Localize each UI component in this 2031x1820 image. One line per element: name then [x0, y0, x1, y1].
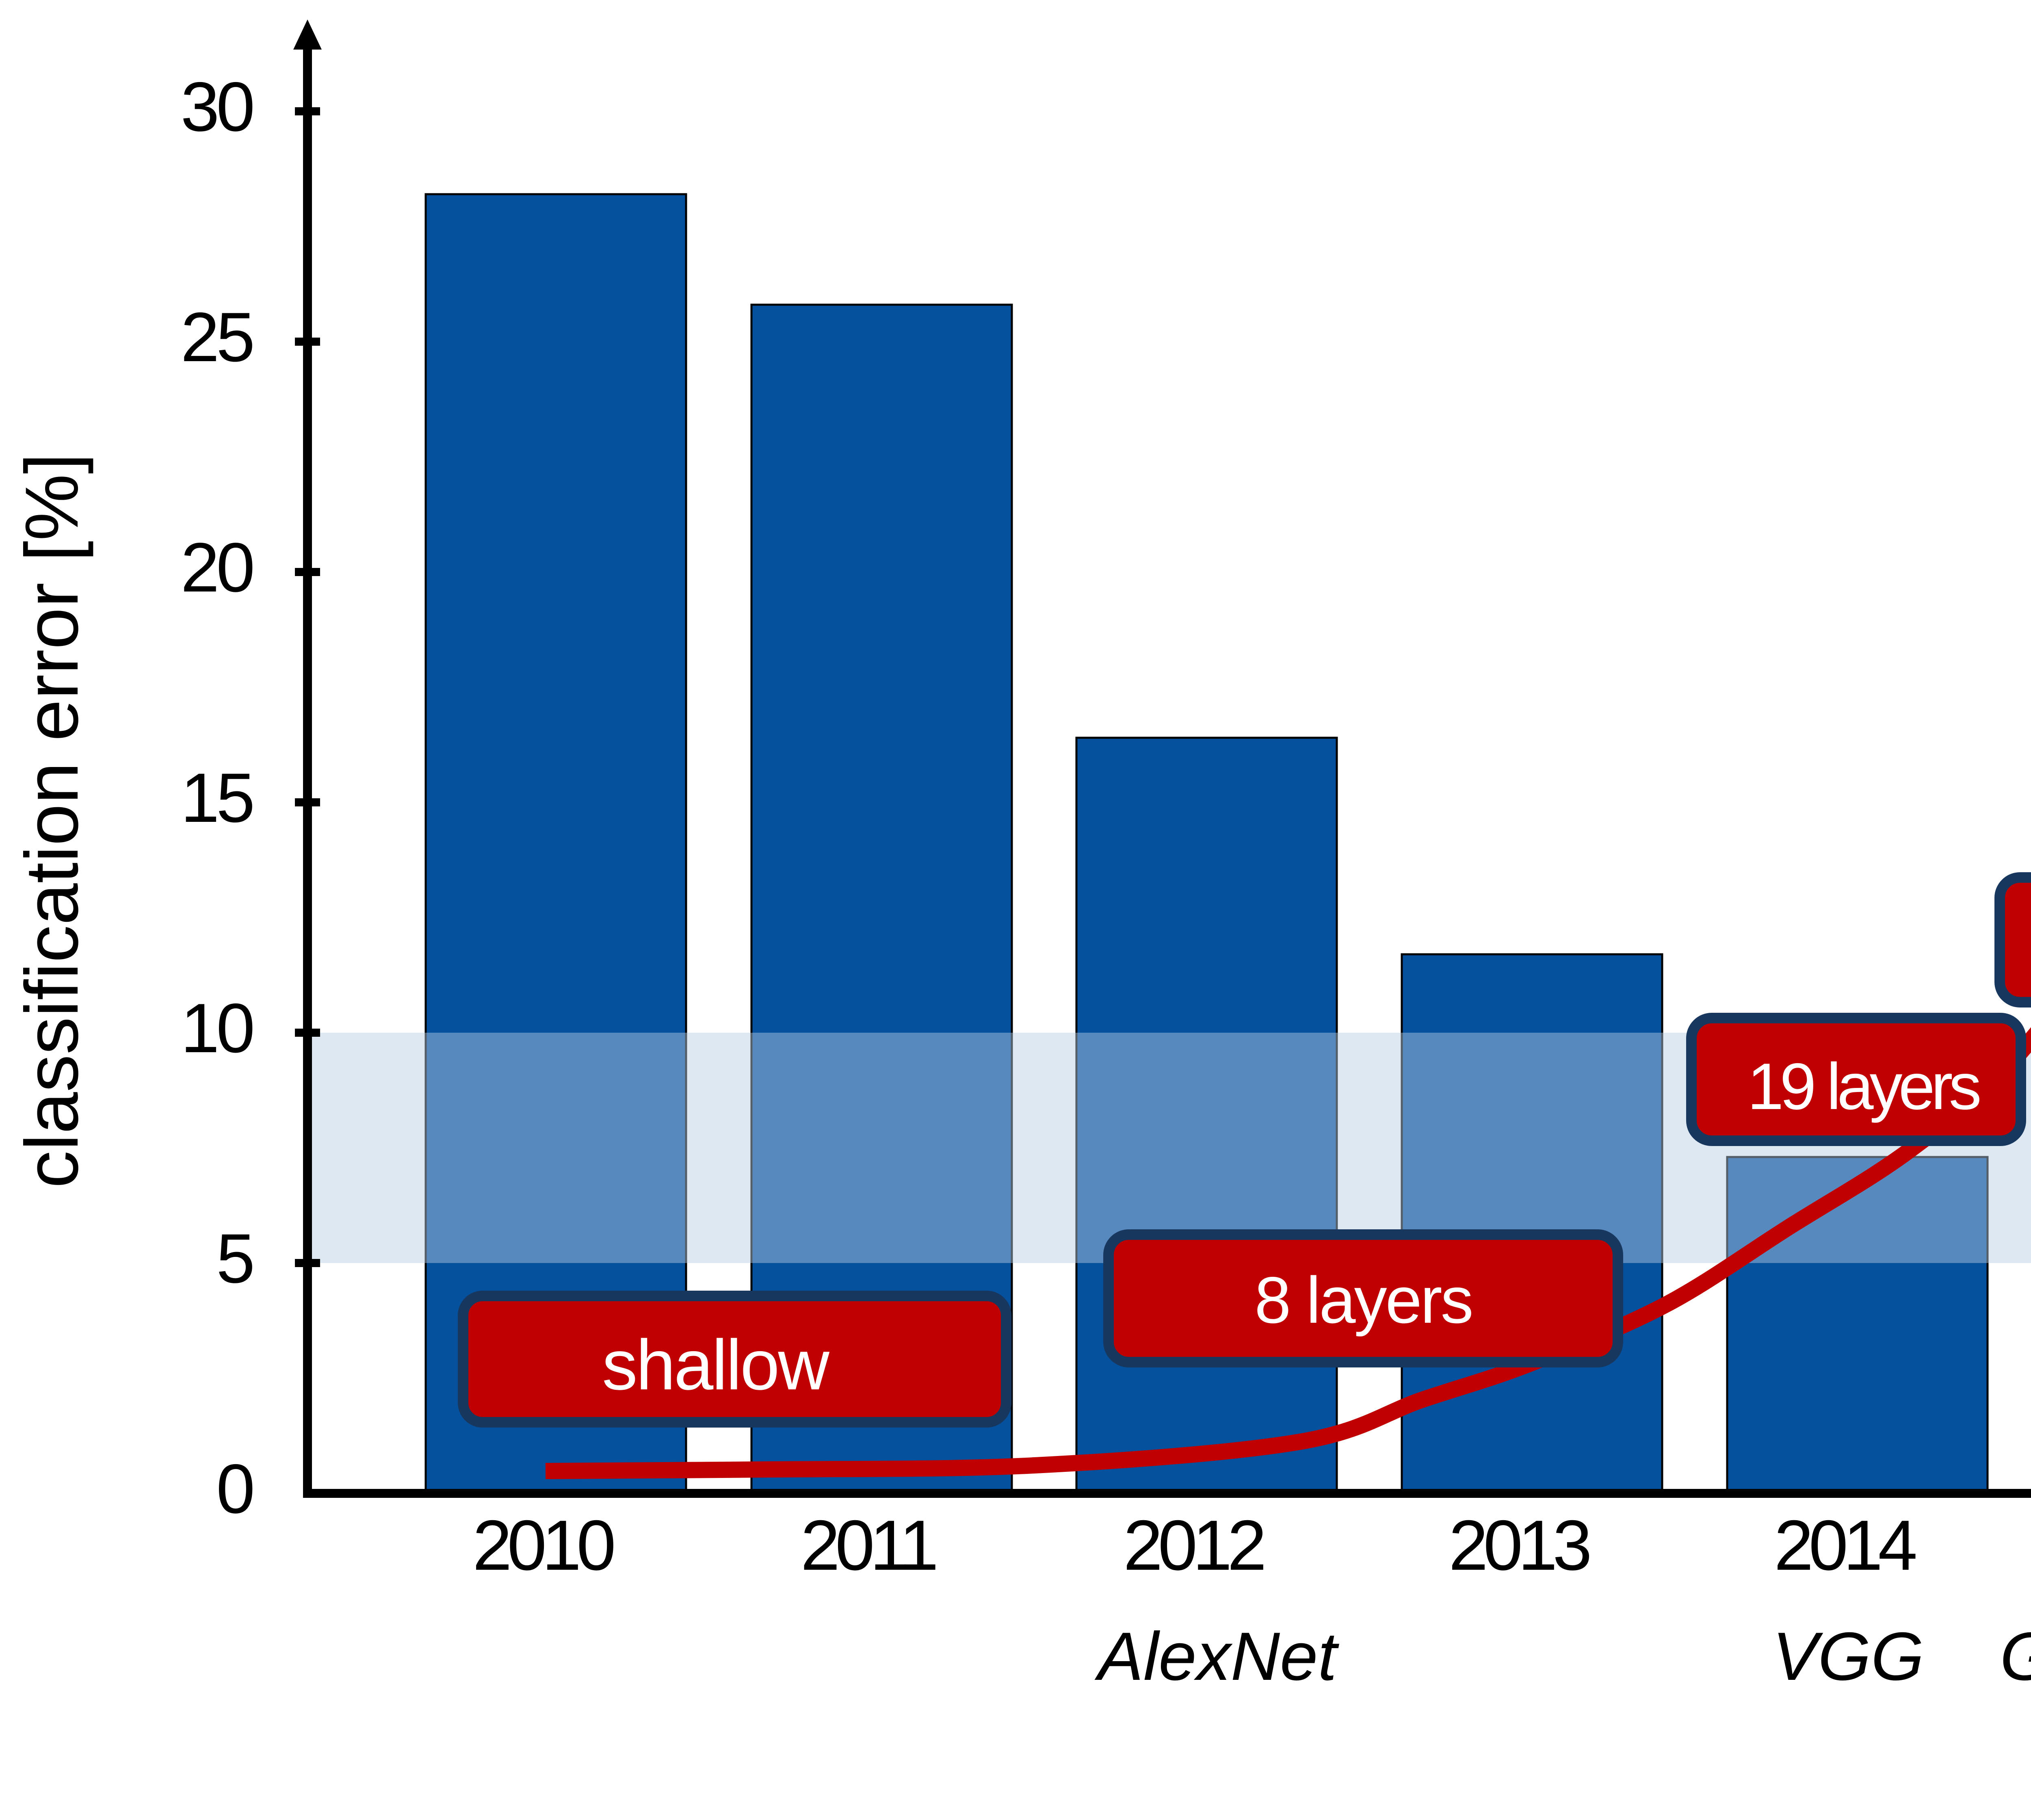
svg-text:2010: 2010 — [472, 1506, 613, 1585]
svg-text:2011: 2011 — [801, 1506, 935, 1585]
svg-text:8 layers: 8 layers — [1254, 1263, 1472, 1337]
svg-text:2012: 2012 — [1123, 1506, 1263, 1585]
svg-text:15: 15 — [181, 759, 253, 837]
svg-text:5: 5 — [216, 1220, 252, 1298]
svg-text:19 layers: 19 layers — [1747, 1050, 1979, 1123]
svg-text:30: 30 — [181, 68, 253, 146]
svg-text:2014: 2014 — [1774, 1506, 1916, 1585]
svg-text:20: 20 — [181, 529, 253, 607]
svg-text:shallow: shallow — [602, 1326, 829, 1405]
svg-text:AlexNet: AlexNet — [1094, 1618, 1340, 1694]
svg-text:25: 25 — [181, 298, 253, 376]
svg-text:10: 10 — [181, 989, 253, 1067]
svg-text:VGG: VGG — [1772, 1618, 1924, 1694]
svg-text:GoogleNet: GoogleNet — [2000, 1618, 2031, 1694]
svg-text:classification error [%]: classification error [%] — [10, 453, 94, 1188]
svg-text:0: 0 — [216, 1450, 252, 1528]
svg-text:2013: 2013 — [1449, 1506, 1589, 1585]
